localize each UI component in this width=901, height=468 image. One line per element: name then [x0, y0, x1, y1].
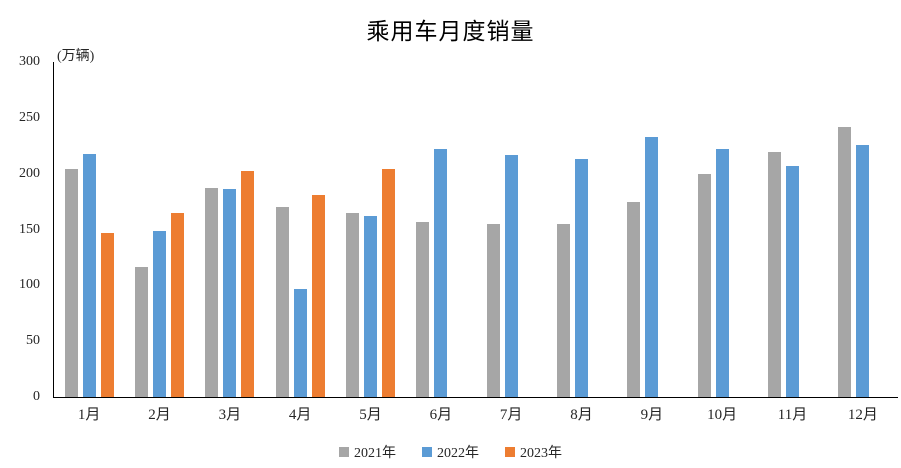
bar-2021年-4月	[275, 207, 289, 397]
bar-2021年-2月	[135, 267, 148, 397]
y-tick-label-250: 250	[19, 109, 40, 125]
bar-2022年-5月	[364, 216, 377, 397]
y-tick-label-50: 50	[26, 333, 40, 349]
x-axis-label-7月: 7月	[499, 407, 523, 423]
legend: 2021年 2022年 2023年	[0, 442, 901, 462]
bar-2022年-1月	[82, 153, 96, 397]
bar-2023年-4月	[311, 194, 325, 397]
chart-title: 乘用车月度销量	[366, 19, 535, 44]
bar-2021年-11月	[768, 152, 781, 397]
bar-2021年-8月	[557, 223, 570, 397]
bar-2022年-6月	[434, 149, 448, 397]
bar-2022年-7月	[504, 154, 518, 397]
x-axis-label-10月: 10月	[707, 407, 738, 423]
bar-2021年-10月	[697, 173, 711, 397]
x-axis-label-12月: 12月	[847, 407, 878, 423]
bar-2022年-8月	[575, 159, 588, 397]
bar-2021年-3月	[205, 188, 219, 397]
legend-swatch-2023年	[505, 447, 515, 457]
plot-area: 1月 2月 3月 4月 5月 6月 7月 8月 9月 10月 11月 12月	[53, 62, 898, 423]
bar-2023年-1月	[100, 232, 114, 397]
legend-item-2022年: 2022年	[422, 442, 479, 462]
x-axis-label-8月: 8月	[570, 407, 593, 423]
bar-2021年-12月	[838, 126, 852, 397]
y-tick-label-200: 200	[19, 165, 40, 181]
legend-label-2022年: 2022年	[437, 446, 479, 461]
legend-swatch-2022年	[422, 447, 432, 457]
legend-label-2021年: 2021年	[354, 446, 396, 461]
y-tick-label-300: 300	[19, 54, 40, 69]
bar-2022年-10月	[715, 149, 729, 397]
x-axis-label-9月: 9月	[640, 407, 664, 423]
bar-2023年-5月	[382, 169, 395, 397]
bar-2021年-6月	[416, 221, 430, 397]
x-axis-label-11月: 11月	[777, 407, 808, 423]
x-axis-label-3月: 3月	[218, 407, 242, 423]
x-axis-label-6月: 6月	[429, 407, 453, 423]
bar-2022年-11月	[786, 165, 799, 397]
legend-item-2021年: 2021年	[339, 442, 396, 462]
x-axis-label-2月: 2月	[148, 407, 171, 423]
legend-label-2023年: 2023年	[520, 446, 562, 461]
bar-2021年-5月	[346, 212, 359, 397]
bar-2022年-12月	[856, 144, 870, 397]
bar-2021年-7月	[486, 223, 500, 397]
legend-item-2023年: 2023年	[505, 442, 562, 462]
y-tick-label-0: 0	[33, 389, 40, 404]
y-tick-label-150: 150	[19, 221, 40, 237]
bar-2021年-9月	[627, 201, 641, 397]
x-axis-label-5月: 5月	[359, 407, 382, 423]
bar-2022年-3月	[223, 189, 237, 397]
bar-2022年-9月	[645, 136, 659, 397]
bar-2023年-3月	[241, 171, 255, 397]
x-axis-label-4月: 4月	[288, 407, 312, 423]
legend-swatch-2021年	[339, 447, 349, 457]
x-axis-label-1月: 1月	[77, 407, 101, 423]
bar-2021年-1月	[64, 169, 78, 397]
y-tick-label-100: 100	[19, 277, 40, 293]
bar-2022年-2月	[153, 230, 166, 397]
bar-2022年-4月	[293, 288, 307, 397]
y-axis-unit-label: (万辆)	[57, 49, 95, 64]
bar-2023年-2月	[171, 212, 184, 397]
